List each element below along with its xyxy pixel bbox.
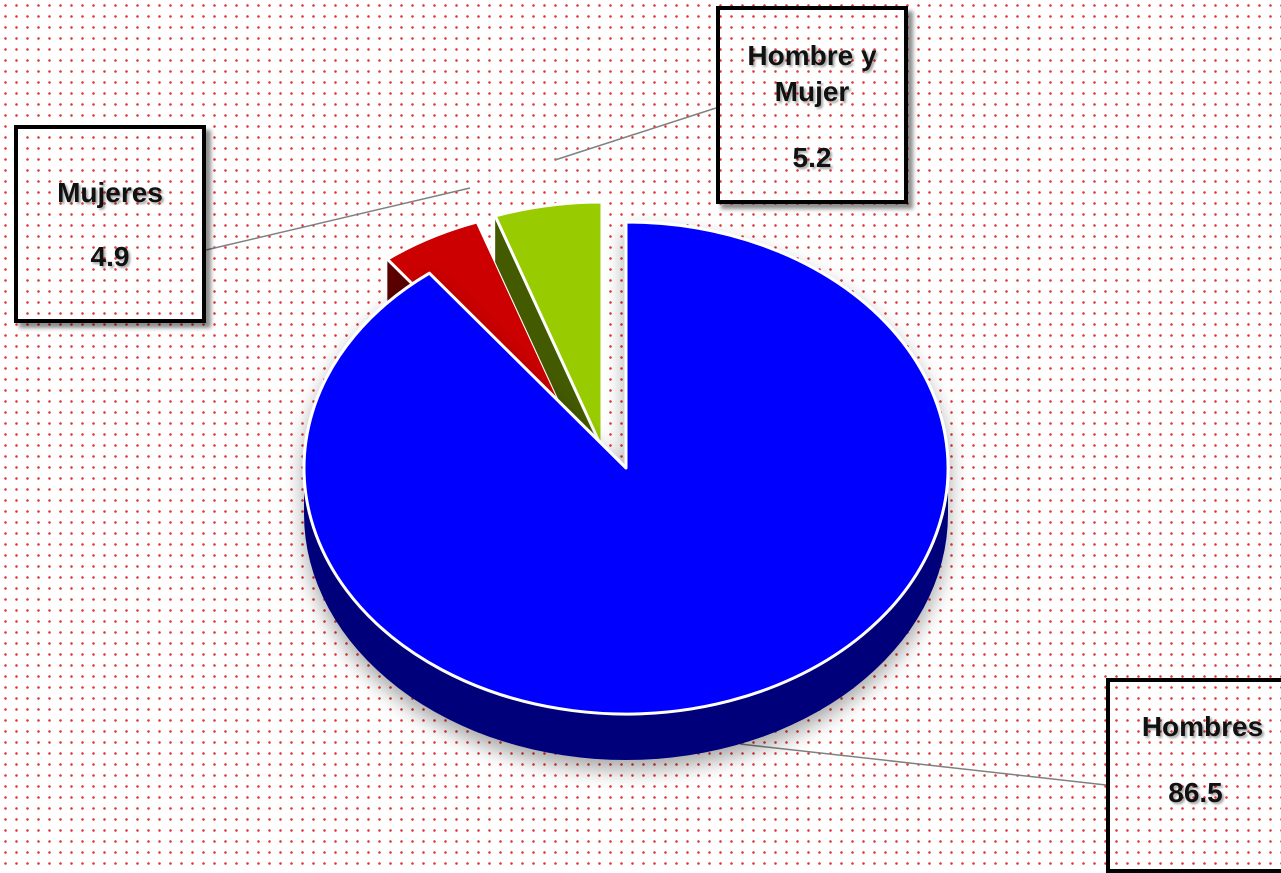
pie-slice-hombres bbox=[302, 220, 950, 760]
pie-slice-top bbox=[493, 200, 604, 450]
leader-line-hombres bbox=[739, 743, 1107, 786]
slice-label-hombres: Hombres bbox=[1141, 711, 1264, 742]
callout-mujeres: Mujeres 4.9 bbox=[14, 125, 206, 323]
slice-value-mujeres: 4.9 bbox=[90, 241, 130, 272]
slice-label-mujeres: Mujeres bbox=[57, 177, 163, 208]
pie-slices bbox=[302, 200, 950, 760]
callout-hombres: Hombres 86.5 bbox=[1106, 678, 1281, 873]
leader-line-hombre-y-mujer bbox=[554, 107, 717, 161]
slice-value-hombre-y-mujer: 5.2 bbox=[792, 142, 832, 173]
pie-slice-side bbox=[304, 468, 948, 760]
leader-lines bbox=[205, 107, 1107, 786]
slice-value-hombres: 86.5 bbox=[1168, 777, 1223, 808]
leader-line-mujeres bbox=[205, 187, 471, 251]
callout-hombre-y-mujer: Hombre y Mujer 5.2 bbox=[716, 6, 908, 204]
pie-slice-top bbox=[302, 220, 950, 716]
slice-label-hombre-y-mujer: Hombre y Mujer bbox=[747, 40, 877, 107]
